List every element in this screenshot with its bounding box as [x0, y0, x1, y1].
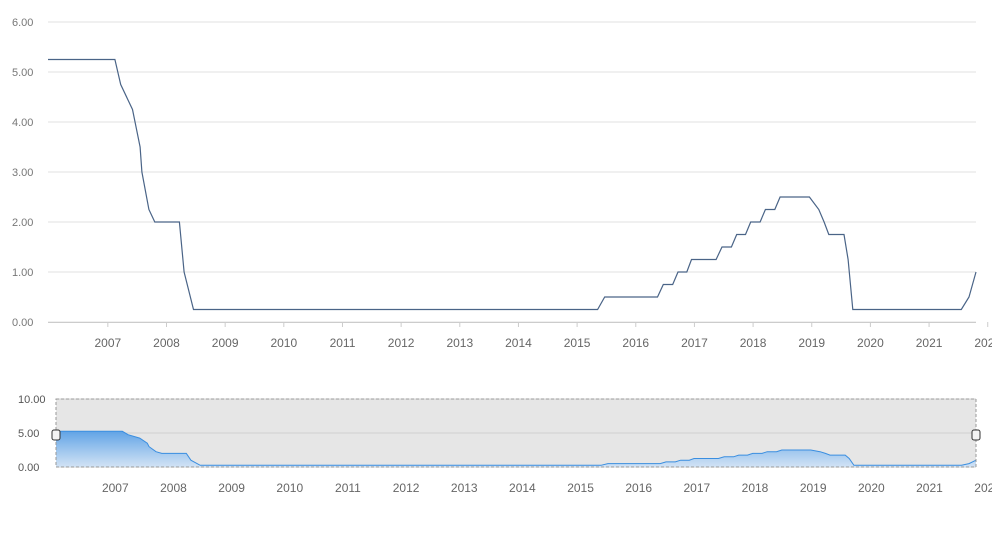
- navigator-x-tick-label: 2014: [509, 481, 536, 495]
- main-x-tick-label: 2020: [857, 336, 884, 350]
- navigator-x-tick-label: 2013: [451, 481, 478, 495]
- main-x-tick-label: 2018: [740, 336, 767, 350]
- navigator-y-tick-label: 5.00: [18, 428, 39, 440]
- navigator-y-tick-labels: 0.00 5.00 10.00: [18, 394, 46, 474]
- navigator-line: [56, 430, 977, 466]
- main-x-tick-label: 2015: [564, 336, 591, 350]
- main-x-tick-label: 2012: [388, 336, 415, 350]
- main-x-tick-labels: 2007 2008 2009 2010 2011 2012 2013 2014 2015 2016…: [94, 322, 992, 350]
- navigator-x-tick-label: 2007: [102, 481, 129, 495]
- navigator-x-tick-label: 2017: [684, 481, 711, 495]
- navigator-x-tick-label: 2022: [974, 481, 992, 495]
- navigator-x-tick-label: 2011: [335, 481, 361, 495]
- main-y-tick-label: 6.00: [12, 17, 33, 29]
- navigator-left-handle[interactable]: [51, 429, 61, 441]
- main-y-tick-labels: 0.00 1.00 2.00 3.00 4.00 5.00 6.00: [12, 17, 33, 329]
- main-y-tick-label: 3.00: [12, 167, 33, 179]
- navigator-y-tick-label: 0.00: [18, 462, 39, 474]
- main-y-tick-label: 4.00: [12, 117, 33, 129]
- main-x-tick-label: 2010: [270, 336, 297, 350]
- main-x-tick-label: 2008: [153, 336, 180, 350]
- navigator-x-tick-label: 2020: [858, 481, 885, 495]
- navigator-series: [56, 430, 977, 467]
- main-x-tick-label: 2007: [94, 336, 121, 350]
- main-y-tick-label: 1.00: [12, 267, 33, 279]
- main-y-tick-label: 5.00: [12, 67, 33, 79]
- main-gridlines: [48, 21, 976, 323]
- navigator-y-tick-label: 10.00: [18, 394, 46, 406]
- main-x-tick-label: 2009: [212, 336, 239, 350]
- navigator-x-tick-label: 2010: [276, 481, 303, 495]
- main-y-tick-label: 0.00: [12, 317, 33, 329]
- main-series-line: [48, 58, 977, 311]
- main-series: [48, 58, 977, 311]
- navigator-x-tick-label: 2019: [800, 481, 827, 495]
- navigator-x-tick-label: 2021: [916, 481, 943, 495]
- main-x-tick-label: 2022: [974, 336, 992, 350]
- navigator-x-tick-label: 2016: [625, 481, 652, 495]
- main-x-tick-label: 2021: [916, 336, 943, 350]
- main-x-tick-label: 2016: [622, 336, 649, 350]
- main-y-tick-label: 2.00: [12, 217, 33, 229]
- main-x-tick-label: 2011: [330, 336, 356, 350]
- navigator-x-tick-label: 2012: [393, 481, 420, 495]
- navigator-x-tick-label: 2018: [742, 481, 769, 495]
- navigator-selection[interactable]: [51, 398, 981, 468]
- main-x-tick-label: 2014: [505, 336, 532, 350]
- navigator-x-tick-label: 2015: [567, 481, 594, 495]
- navigator-x-tick-label: 2009: [218, 481, 245, 495]
- main-x-tick-label: 2013: [446, 336, 473, 350]
- main-x-tick-label: 2019: [798, 336, 825, 350]
- navigator-area: [56, 431, 976, 467]
- navigator-x-tick-labels: 2007 2008 2009 2010 2011 2012 2013 2014 2015 2016…: [102, 481, 992, 495]
- main-x-tick-label: 2017: [681, 336, 708, 350]
- navigator-right-handle[interactable]: [971, 429, 981, 441]
- navigator-x-tick-label: 2008: [160, 481, 187, 495]
